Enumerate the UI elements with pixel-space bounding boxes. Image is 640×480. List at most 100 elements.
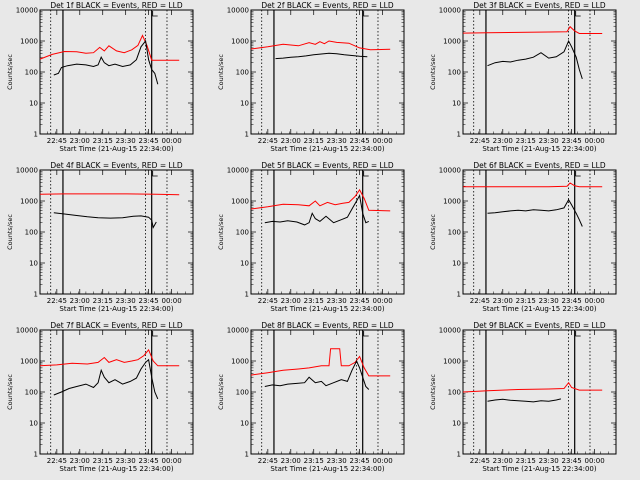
- series-line-events-black: [487, 39, 583, 80]
- y-tick-label: 10: [240, 260, 249, 268]
- y-tick-label: 100: [25, 389, 38, 397]
- x-tick-label: 23:45: [350, 137, 370, 145]
- series-line-lld-red: [250, 188, 391, 212]
- y-tick-label: 10: [240, 100, 249, 108]
- panel-title: Det 7f BLACK = Events, RED = LLD: [50, 321, 183, 330]
- marker-bracket: [152, 331, 158, 337]
- series-line-lld-red: [462, 381, 603, 393]
- x-tick-label: 23:30: [327, 297, 347, 305]
- series-line-events-black: [53, 212, 157, 229]
- chart-panel-8: Det 8f BLACK = Events, RED = LLD 1 10 100 10…: [217, 321, 405, 473]
- y-tick-label: 10000: [439, 327, 461, 335]
- y-tick-label: 100: [448, 389, 461, 397]
- y-axis-label: Counts/sec: [6, 374, 14, 410]
- x-tick-label: 23:00: [70, 457, 90, 465]
- series-line-events-black: [264, 359, 370, 390]
- y-tick-label: 10000: [227, 167, 249, 175]
- y-tick-label: 1: [245, 291, 249, 299]
- y-tick-label: 10000: [16, 327, 38, 335]
- series-line-events-black: [53, 358, 159, 400]
- panel-title: Det 3f BLACK = Events, RED = LLD: [473, 1, 606, 10]
- x-axis-label: Start Time (21-Aug-15 22:34:00): [270, 305, 384, 313]
- y-tick-label: 1: [457, 131, 461, 139]
- panel-title: Det 2f BLACK = Events, RED = LLD: [261, 1, 394, 10]
- x-tick-label: 00:00: [584, 137, 604, 145]
- y-tick-label: 10000: [439, 167, 461, 175]
- panel-title: Det 5f BLACK = Events, RED = LLD: [261, 161, 394, 170]
- chart-panel-2: Det 2f BLACK = Events, RED = LLD 1 10 100 10…: [217, 1, 405, 153]
- y-tick-label: 1000: [20, 358, 38, 366]
- x-tick-label: 23:45: [562, 137, 582, 145]
- x-tick-label: 23:30: [539, 137, 559, 145]
- x-tick-label: 23:30: [327, 137, 347, 145]
- y-tick-label: 1000: [231, 38, 249, 46]
- series-line-lld-red: [39, 34, 180, 61]
- y-tick-label: 100: [448, 229, 461, 237]
- x-tick-label: 23:45: [562, 457, 582, 465]
- x-tick-label: 23:15: [304, 137, 324, 145]
- panel-title: Det 8f BLACK = Events, RED = LLD: [261, 321, 394, 330]
- y-tick-label: 100: [448, 69, 461, 77]
- x-axis-label: Start Time (21-Aug-15 22:34:00): [59, 145, 173, 153]
- chart-panel-9: Det 9f BLACK = Events, RED = LLD 1 10 100 10…: [429, 321, 617, 473]
- x-tick-label: 23:15: [93, 137, 113, 145]
- y-tick-label: 1000: [20, 38, 38, 46]
- x-tick-label: 23:15: [516, 297, 536, 305]
- x-tick-label: 00:00: [372, 457, 392, 465]
- y-tick-label: 10000: [227, 327, 249, 335]
- marker-bracket: [152, 11, 158, 17]
- x-axis-label: Start Time (21-Aug-15 22:34:00): [270, 145, 384, 153]
- marker-bracket: [363, 11, 369, 17]
- x-tick-label: 23:45: [350, 297, 370, 305]
- y-tick-label: 1: [34, 291, 38, 299]
- y-axis-label: Counts/sec: [6, 214, 14, 250]
- y-tick-label: 1000: [443, 38, 461, 46]
- series-line-events-black: [487, 198, 583, 227]
- x-tick-label: 23:00: [281, 297, 301, 305]
- y-tick-label: 10000: [227, 7, 249, 15]
- y-tick-label: 1000: [443, 358, 461, 366]
- y-tick-label: 1000: [231, 358, 249, 366]
- y-tick-label: 1000: [231, 198, 249, 206]
- chart-panel-6: Det 6f BLACK = Events, RED = LLD 1 10 100 10…: [429, 161, 617, 313]
- marker-bracket: [575, 11, 581, 17]
- y-axis-label: Counts/sec: [429, 54, 437, 90]
- marker-bracket: [363, 331, 369, 337]
- y-axis-label: Counts/sec: [429, 374, 437, 410]
- y-tick-label: 1: [457, 291, 461, 299]
- y-tick-label: 100: [25, 69, 38, 77]
- x-tick-label: 22:45: [258, 457, 278, 465]
- x-tick-label: 23:30: [539, 297, 559, 305]
- y-axis-label: Counts/sec: [217, 54, 225, 90]
- y-axis-label: Counts/sec: [429, 214, 437, 250]
- x-tick-label: 23:30: [327, 457, 347, 465]
- x-tick-label: 23:15: [93, 297, 113, 305]
- x-tick-label: 23:45: [139, 137, 159, 145]
- marker-bracket: [363, 171, 369, 177]
- series-line-lld-red: [462, 25, 603, 34]
- x-tick-label: 22:45: [47, 457, 67, 465]
- y-tick-label: 10: [452, 260, 461, 268]
- series-line-lld-red: [39, 193, 180, 196]
- x-axis-label: Start Time (21-Aug-15 22:34:00): [482, 465, 596, 473]
- series-line-lld-red: [250, 348, 391, 377]
- panel-title: Det 6f BLACK = Events, RED = LLD: [473, 161, 606, 170]
- y-axis-label: Counts/sec: [217, 374, 225, 410]
- y-tick-label: 1: [245, 451, 249, 459]
- y-tick-label: 1: [34, 451, 38, 459]
- x-tick-label: 23:00: [493, 297, 513, 305]
- x-tick-label: 00:00: [161, 297, 181, 305]
- x-tick-label: 23:15: [304, 297, 324, 305]
- chart-panel-5: Det 5f BLACK = Events, RED = LLD 1 10 100 10…: [217, 161, 405, 313]
- x-tick-label: 00:00: [584, 457, 604, 465]
- x-tick-label: 23:00: [493, 137, 513, 145]
- x-tick-label: 23:45: [562, 297, 582, 305]
- x-axis-label: Start Time (21-Aug-15 22:34:00): [482, 145, 596, 153]
- y-tick-label: 100: [25, 229, 38, 237]
- x-tick-label: 23:30: [539, 457, 559, 465]
- y-tick-label: 1000: [443, 198, 461, 206]
- y-tick-label: 1: [34, 131, 38, 139]
- y-tick-label: 10: [452, 100, 461, 108]
- y-tick-label: 1000: [20, 198, 38, 206]
- y-tick-label: 1: [457, 451, 461, 459]
